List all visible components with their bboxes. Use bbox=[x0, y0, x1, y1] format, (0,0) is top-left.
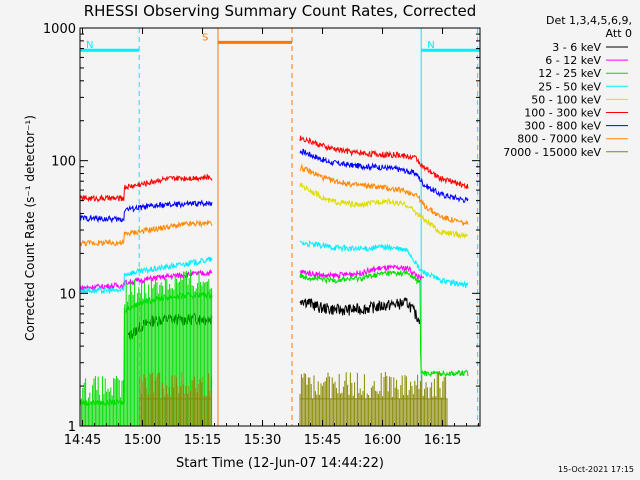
x-tick-label: 16:15 bbox=[424, 433, 461, 448]
series-50-100-kev bbox=[299, 182, 469, 240]
x-tick-label: 15:30 bbox=[244, 433, 281, 448]
series-line bbox=[79, 173, 213, 203]
y-axis-label: Corrected Count Rate (s⁻¹ detector⁻¹) bbox=[23, 115, 37, 341]
x-tick-label: 15:15 bbox=[184, 433, 221, 448]
legend-label: 100 - 300 keV bbox=[524, 107, 601, 120]
series-line bbox=[299, 135, 469, 190]
series-line bbox=[299, 239, 469, 288]
series-line bbox=[79, 256, 213, 295]
y-tick-label: 100 bbox=[51, 155, 76, 170]
series-25-50-kev bbox=[79, 239, 469, 295]
series-line bbox=[299, 264, 425, 281]
x-tick-label: 14:45 bbox=[64, 433, 101, 448]
series-line bbox=[299, 269, 469, 378]
series-300-800-kev bbox=[79, 148, 469, 224]
x-tick-label: 15:45 bbox=[304, 433, 341, 448]
series-6-12-kev bbox=[79, 264, 425, 292]
legend-label: 12 - 25 keV bbox=[538, 67, 601, 80]
series-12-25-kev bbox=[79, 269, 469, 426]
marker-label: S bbox=[202, 32, 208, 43]
series-3-6-kev bbox=[127, 297, 421, 340]
marker-label: N bbox=[86, 40, 93, 51]
legend-label: 300 - 800 keV bbox=[524, 120, 601, 133]
footer-timestamp: 15-Oct-2021 17:15 bbox=[558, 465, 634, 474]
chart-title: RHESSI Observing Summary Count Rates, Co… bbox=[84, 2, 477, 20]
legend-label: 6 - 12 keV bbox=[545, 54, 601, 67]
legend-header: Det 1,3,4,5,6,9, Att 0 bbox=[546, 14, 632, 40]
series-800-7000-kev bbox=[79, 163, 469, 247]
marker-label: N bbox=[427, 40, 434, 51]
series-line bbox=[299, 182, 469, 240]
x-tick-label: 16:00 bbox=[364, 433, 401, 448]
x-axis-label: Start Time (12-Jun-07 14:44:22) bbox=[176, 456, 384, 471]
series-line bbox=[79, 268, 213, 292]
plot-frame bbox=[79, 27, 481, 427]
legend-header-line-2: Att 0 bbox=[605, 27, 632, 40]
legend-label: 800 - 7000 keV bbox=[517, 133, 601, 146]
series-line bbox=[79, 199, 213, 224]
plot-layer: N NS bbox=[79, 28, 480, 426]
series-line bbox=[299, 163, 469, 226]
series-7000-15000-kev bbox=[139, 371, 448, 426]
legend-label: 50 - 100 keV bbox=[531, 93, 601, 106]
y-tick-label: 10 bbox=[59, 287, 76, 302]
legend-header-line-1: Det 1,3,4,5,6,9, bbox=[545, 14, 632, 27]
series-line bbox=[79, 219, 213, 247]
legend-label: 25 - 50 keV bbox=[538, 80, 601, 93]
legend-label: 7000 - 15000 keV bbox=[503, 146, 601, 159]
series-line bbox=[299, 297, 421, 325]
axis-layer: 14:45 15:00 15:15 15:30 15:45 16:00 16:15 1 10 10… bbox=[43, 22, 480, 448]
legend-label: 3 - 6 keV bbox=[552, 41, 601, 54]
x-tick-label: 15:00 bbox=[124, 433, 161, 448]
y-tick-label: 1 bbox=[68, 420, 76, 435]
y-tick-label: 1000 bbox=[43, 22, 76, 37]
series-line bbox=[299, 148, 469, 204]
series-100-300-kev bbox=[79, 135, 469, 203]
